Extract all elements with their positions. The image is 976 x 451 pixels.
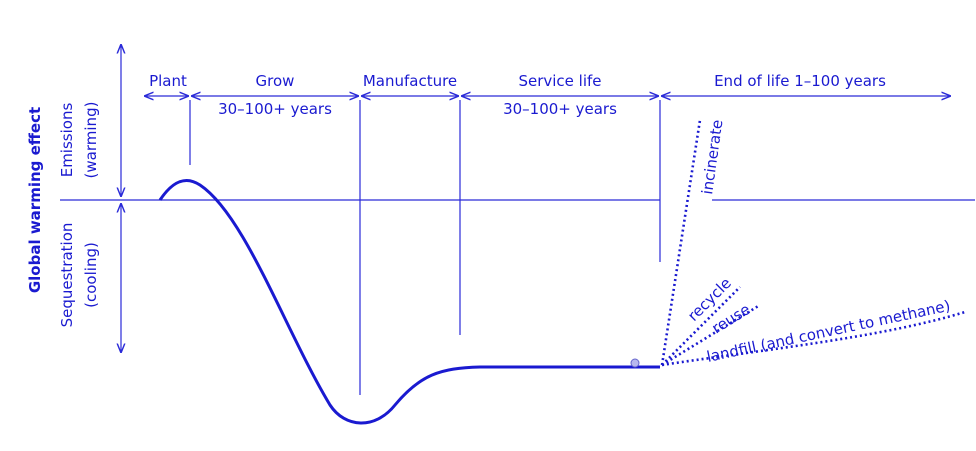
phase-label: Grow: [256, 72, 295, 90]
option-label: incinerate: [698, 118, 726, 195]
incinerate-line: [660, 119, 702, 366]
phase-label: Manufacture: [363, 72, 457, 90]
recycle-line: [661, 286, 741, 366]
carbon-curve: [158, 179, 660, 425]
section-sublabel: (cooling): [82, 242, 100, 308]
section-label: Emissions: [58, 103, 76, 178]
landfill-line: [661, 310, 966, 367]
phase-duration: 30–100+ years: [503, 100, 617, 118]
marker-dot: [630, 358, 640, 368]
axis-label: Global warming effect: [26, 107, 44, 293]
section-label: Sequestration: [58, 223, 76, 328]
section-sublabel: (warming): [82, 102, 100, 179]
reuse-line: [661, 303, 761, 367]
phase-label: End of life 1–100 years: [714, 72, 886, 90]
phase-label: Plant: [149, 72, 187, 90]
phase-label: Service life: [518, 72, 601, 90]
phase-duration: 30–100+ years: [218, 100, 332, 118]
